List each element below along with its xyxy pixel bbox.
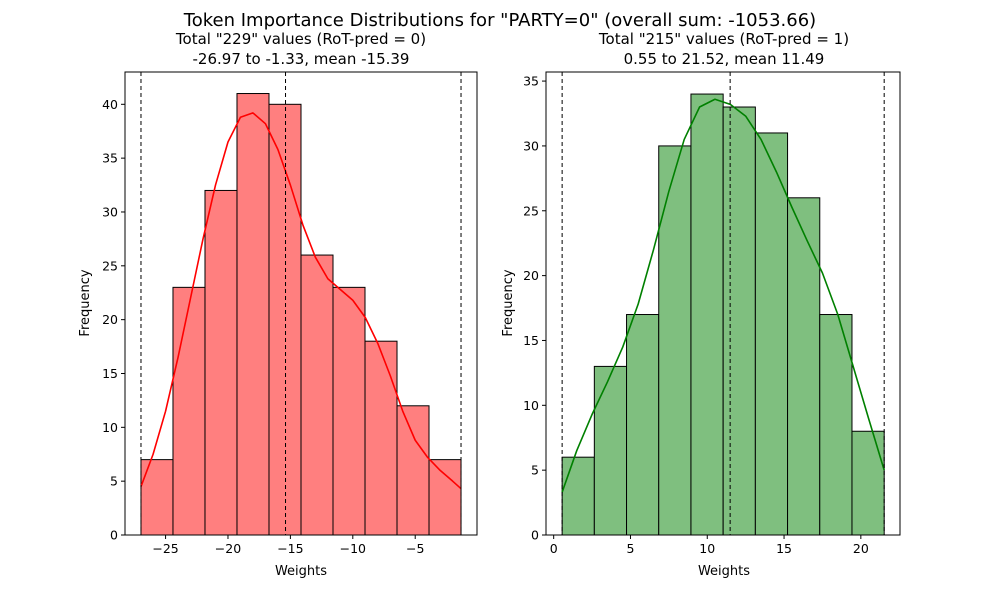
plot-area: 0 5 10 15 20 0 5 10 15 20 25 30 35 [523, 71, 901, 556]
y-tick-label: 25 [523, 203, 539, 218]
x-tick-label: −25 [152, 541, 178, 556]
x-axis-label: Weights [698, 564, 750, 579]
panel-title-line2: 0.55 to 21.52, mean 11.49 [624, 50, 825, 68]
panel-title-line1: Total "229" values (RoT-pred = 0) [175, 30, 426, 48]
x-tick-label: 10 [699, 541, 715, 556]
axes-frame [124, 71, 478, 536]
y-tick-label: 35 [523, 74, 539, 89]
y-tick-label: 10 [102, 420, 118, 435]
y-tick-label: 40 [102, 97, 118, 112]
histogram-bar [722, 106, 756, 536]
kde-curve [561, 98, 885, 493]
x-tick-label: 20 [853, 541, 869, 556]
plot-area: −25 −20 −15 −10 −5 0 5 10 15 20 25 30 35 40 [102, 71, 478, 556]
y-tick-label: 25 [102, 258, 118, 273]
kde-curve [140, 112, 462, 490]
histogram-bar [396, 405, 430, 536]
y-tick-label: 5 [531, 463, 539, 478]
histogram-bar [690, 93, 724, 536]
y-tick-label: 30 [523, 138, 539, 153]
y-tick-label: 20 [102, 312, 118, 327]
x-tick-label: 5 [626, 541, 634, 556]
histogram-bar [204, 189, 238, 536]
panel-title-line1: Total "215" values (RoT-pred = 1) [598, 30, 849, 48]
y-tick-label: 30 [102, 204, 118, 219]
x-tick-label: 0 [550, 541, 558, 556]
histogram-bar [428, 459, 462, 536]
histogram-panel-left: Total "229" values (RoT-pred = 0) -26.97… [78, 30, 478, 579]
histogram-bar [364, 340, 398, 536]
y-tick-label: 10 [523, 398, 539, 413]
figure-title: Token Importance Distributions for "PART… [183, 10, 816, 31]
y-tick-label: 5 [110, 474, 118, 489]
x-axis-label: Weights [275, 564, 327, 579]
histogram-bar [332, 286, 366, 536]
y-tick-label: 15 [102, 366, 118, 381]
panel-title-line2: -26.97 to -1.33, mean -15.39 [193, 50, 410, 68]
x-tick-label: −15 [277, 541, 303, 556]
histogram-bar [819, 314, 853, 536]
histogram-bar [787, 197, 821, 536]
histogram-bar [658, 145, 692, 536]
histogram-bar [236, 93, 270, 536]
x-tick-label: −20 [215, 541, 241, 556]
histogram-bar [851, 430, 885, 536]
y-tick-label: 0 [110, 528, 118, 543]
histogram-bar [593, 365, 628, 536]
x-tick-label: 15 [776, 541, 792, 556]
histogram-bar [626, 314, 660, 536]
axes-frame [545, 71, 901, 536]
histogram-bar [268, 103, 302, 536]
histogram-bar [754, 132, 789, 536]
y-tick-label: 15 [523, 333, 539, 348]
y-tick-label: 35 [102, 151, 118, 166]
histogram-panel-right: Total "215" values (RoT-pred = 1) 0.55 t… [501, 30, 901, 579]
x-tick-label: −10 [340, 541, 366, 556]
histogram-bar [172, 286, 206, 536]
histogram-bar [300, 254, 334, 536]
x-tick-label: −5 [406, 541, 424, 556]
y-axis-label: Frequency [501, 269, 516, 336]
y-tick-label: 20 [523, 268, 539, 283]
histogram-bar [561, 456, 595, 536]
histogram-bar [140, 459, 174, 536]
y-tick-label: 0 [531, 528, 539, 543]
y-axis-label: Frequency [78, 269, 93, 336]
